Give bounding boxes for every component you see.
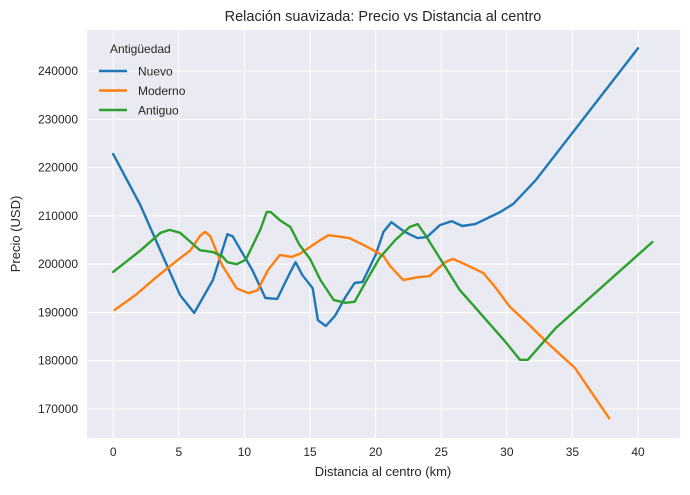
y-tick-label: 200000 [38,257,78,271]
series-line-moderno [113,230,611,420]
x-tick-label: 40 [631,445,645,459]
x-tick-label: 35 [566,445,580,459]
series-line-antiguo [111,210,654,361]
x-tick-label: 0 [110,445,117,459]
y-tick-label: 190000 [38,305,78,319]
chart-title: Relación suavizada: Precio vs Distancia … [225,9,542,25]
x-tick-label: 10 [238,445,252,459]
legend-label-nuevo: Nuevo [138,65,173,79]
y-axis-label: Precio (USD) [8,196,23,273]
y-tick-label: 220000 [38,161,78,175]
y-tick-label: 170000 [38,402,78,416]
x-tick-label: 5 [175,445,182,459]
grid [87,30,680,438]
legend: Antigüedad Nuevo Moderno Antiguo [99,42,186,118]
y-tick-label: 240000 [38,64,78,78]
x-axis-label: Distancia al centro (km) [315,464,452,479]
x-tick-labels: 0 5 10 15 20 25 30 35 40 [110,445,645,459]
x-tick-label: 25 [435,445,449,459]
legend-title: Antigüedad [110,42,171,56]
x-tick-label: 20 [369,445,383,459]
y-tick-labels: 170000 180000 190000 200000 210000 220000 2300… [38,64,78,416]
legend-label-moderno: Moderno [138,84,186,98]
x-tick-label: 30 [500,445,514,459]
series-lines [111,47,654,420]
y-tick-label: 210000 [38,209,78,223]
y-tick-label: 180000 [38,354,78,368]
x-tick-label: 15 [303,445,317,459]
legend-label-antiguo: Antiguo [138,104,179,118]
series-line-nuevo [111,47,640,328]
y-tick-label: 230000 [38,112,78,126]
